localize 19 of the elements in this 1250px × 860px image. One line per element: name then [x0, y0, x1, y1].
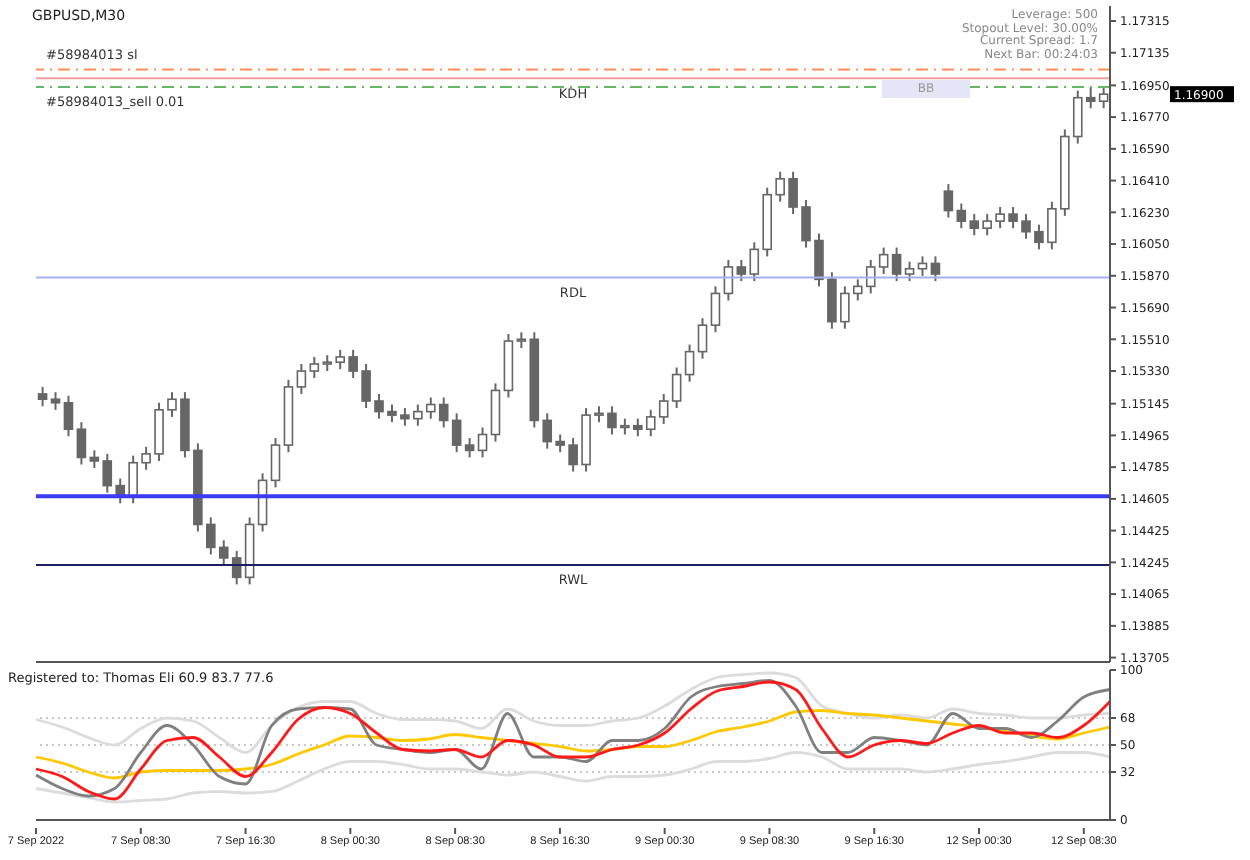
candlestick	[710, 285, 721, 334]
candlestick	[63, 394, 74, 438]
candlestick	[904, 260, 915, 283]
candlestick	[943, 183, 954, 219]
candlestick	[37, 385, 48, 408]
line-series	[34, 709, 1112, 780]
candlestick	[917, 255, 928, 277]
candlestick	[697, 317, 708, 360]
line-series	[34, 751, 1112, 804]
candlestick	[477, 426, 488, 459]
candlestick	[270, 437, 281, 489]
candlestick	[891, 246, 902, 283]
candlestick	[930, 255, 941, 283]
candlestick	[296, 362, 307, 395]
candlestick	[671, 366, 682, 410]
candlestick	[684, 343, 695, 383]
candlestick	[490, 382, 501, 443]
candlestick	[76, 421, 87, 466]
candlestick	[464, 437, 475, 459]
